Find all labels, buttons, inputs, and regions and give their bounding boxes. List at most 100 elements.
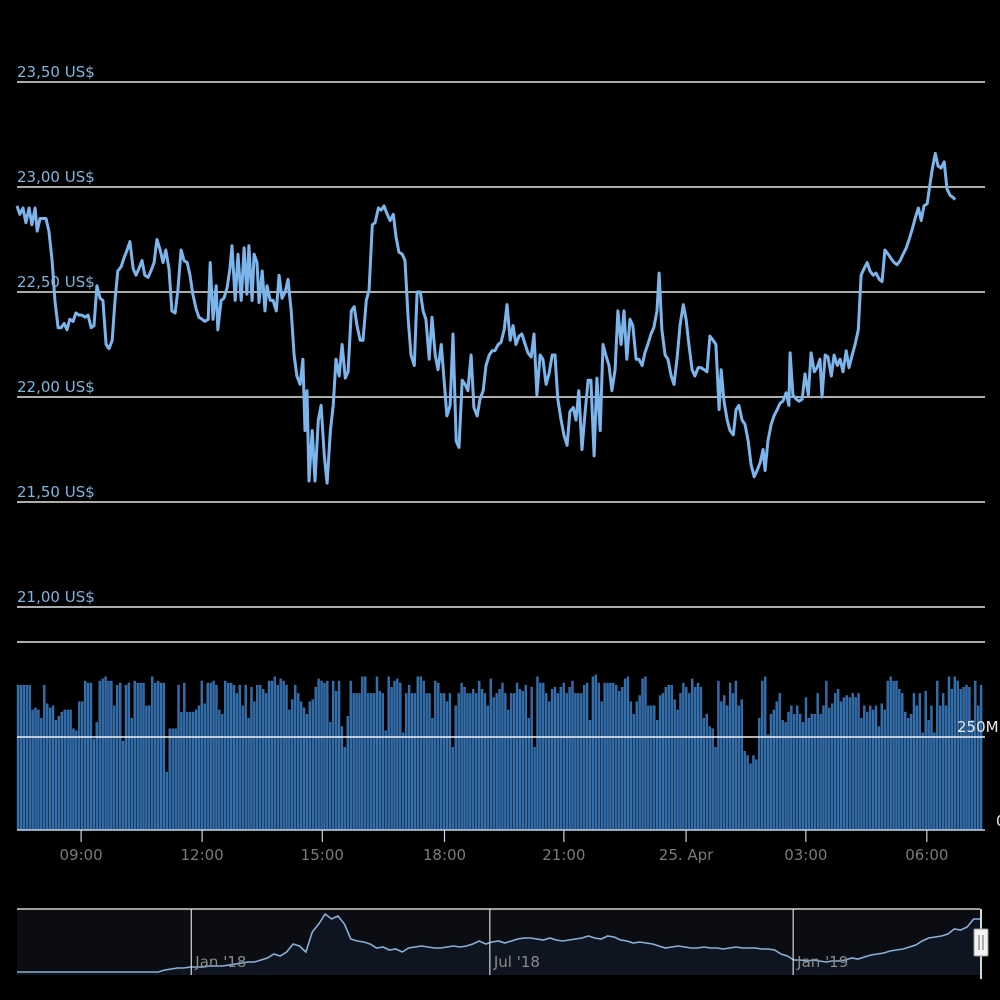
volume-bar[interactable] bbox=[381, 693, 384, 831]
volume-bar[interactable] bbox=[787, 711, 790, 831]
volume-bar[interactable] bbox=[235, 693, 239, 831]
volume-bar[interactable] bbox=[440, 693, 443, 831]
volume-bar[interactable] bbox=[279, 678, 282, 831]
volume-bar[interactable] bbox=[749, 763, 752, 831]
volume-bar[interactable] bbox=[512, 693, 516, 831]
volume-bar[interactable] bbox=[107, 680, 110, 831]
volume-bar[interactable] bbox=[883, 709, 886, 831]
volume-bar[interactable] bbox=[416, 676, 419, 831]
volume-bar[interactable] bbox=[369, 693, 373, 831]
volume-bar[interactable] bbox=[302, 707, 306, 831]
volume-bar[interactable] bbox=[311, 699, 314, 831]
volume-bar[interactable] bbox=[154, 682, 157, 831]
volume-bar[interactable] bbox=[442, 693, 446, 831]
volume-bar[interactable] bbox=[711, 728, 714, 831]
volume-bar[interactable] bbox=[419, 676, 422, 831]
volume-bar[interactable] bbox=[486, 705, 490, 831]
volume-bar[interactable] bbox=[378, 691, 382, 831]
volume-bar[interactable] bbox=[393, 680, 396, 831]
volume-bar[interactable] bbox=[329, 722, 332, 831]
volume-bar[interactable] bbox=[650, 705, 653, 831]
volume-bar[interactable] bbox=[755, 759, 758, 831]
volume-bar[interactable] bbox=[556, 693, 560, 831]
volume-bar[interactable] bbox=[510, 693, 513, 831]
volume-bar[interactable] bbox=[168, 728, 171, 831]
volume-bar[interactable] bbox=[880, 703, 884, 831]
volume-bar[interactable] bbox=[653, 705, 656, 831]
volume-bar[interactable] bbox=[606, 682, 609, 831]
volume-bar[interactable] bbox=[962, 687, 965, 831]
volume-bar[interactable] bbox=[244, 684, 247, 831]
volume-bar[interactable] bbox=[898, 689, 901, 831]
volume-bar[interactable] bbox=[110, 680, 113, 831]
volume-bar[interactable] bbox=[658, 695, 662, 831]
volume-bar[interactable] bbox=[798, 713, 802, 831]
volume-bar[interactable] bbox=[469, 693, 472, 831]
volume-bar[interactable] bbox=[75, 730, 78, 831]
volume-bar[interactable] bbox=[200, 680, 204, 831]
volume-bar[interactable] bbox=[171, 728, 174, 831]
volume-bar[interactable] bbox=[507, 709, 510, 831]
volume-bar[interactable] bbox=[130, 718, 133, 831]
volume-bar[interactable] bbox=[72, 728, 75, 831]
volume-bar[interactable] bbox=[124, 684, 128, 831]
volume-bar[interactable] bbox=[600, 701, 603, 831]
volume-bar[interactable] bbox=[743, 751, 746, 831]
volume-bar[interactable] bbox=[717, 680, 720, 831]
volume-bar[interactable] bbox=[367, 693, 370, 831]
volume-bar[interactable] bbox=[390, 687, 393, 831]
volume-bar[interactable] bbox=[191, 711, 195, 831]
volume-bar[interactable] bbox=[944, 705, 948, 831]
volume-bar[interactable] bbox=[451, 747, 455, 831]
volume-bar[interactable] bbox=[317, 678, 320, 831]
volume-bar[interactable] bbox=[763, 676, 767, 831]
volume-bar[interactable] bbox=[860, 718, 863, 831]
volume-bar[interactable] bbox=[372, 693, 376, 831]
volume-bar[interactable] bbox=[609, 682, 612, 831]
volume-bar[interactable] bbox=[813, 713, 816, 831]
volume-bar[interactable] bbox=[778, 693, 781, 831]
volume-bar[interactable] bbox=[959, 689, 962, 831]
volume-bar[interactable] bbox=[930, 705, 933, 831]
volume-bar[interactable] bbox=[437, 682, 440, 831]
volume-bar[interactable] bbox=[664, 687, 668, 831]
volume-bar[interactable] bbox=[83, 680, 87, 831]
volume-bar[interactable] bbox=[299, 701, 303, 831]
volume-bar[interactable] bbox=[60, 711, 63, 831]
volume-bar[interactable] bbox=[466, 693, 469, 831]
volume-bar[interactable] bbox=[323, 682, 326, 831]
volume-bar[interactable] bbox=[180, 711, 183, 831]
volume-bar[interactable] bbox=[842, 697, 846, 831]
volume-bar[interactable] bbox=[282, 680, 285, 831]
volume-bar[interactable] bbox=[863, 705, 866, 831]
volume-bar[interactable] bbox=[673, 699, 676, 831]
volume-bar[interactable] bbox=[387, 676, 390, 831]
volume-bar[interactable] bbox=[839, 701, 843, 831]
volume-bar[interactable] bbox=[539, 682, 542, 831]
volume-bar[interactable] bbox=[186, 711, 189, 831]
volume-bar[interactable] bbox=[396, 678, 399, 831]
volume-bar[interactable] bbox=[305, 713, 309, 831]
volume-bar[interactable] bbox=[209, 682, 212, 831]
volume-bar[interactable] bbox=[410, 693, 414, 831]
volume-bar[interactable] bbox=[816, 693, 819, 831]
volume-bar[interactable] bbox=[89, 682, 93, 831]
volume-bar[interactable] bbox=[580, 693, 583, 831]
volume-bar[interactable] bbox=[81, 701, 84, 831]
volume-bar[interactable] bbox=[183, 682, 186, 831]
volume-bar[interactable] bbox=[796, 705, 799, 831]
volume-bar[interactable] bbox=[772, 709, 776, 831]
volume-bar[interactable] bbox=[568, 687, 571, 831]
volume-bar[interactable] bbox=[404, 693, 408, 831]
volume-bar[interactable] bbox=[156, 680, 160, 831]
volume-bar[interactable] bbox=[620, 687, 624, 831]
volume-bar[interactable] bbox=[892, 680, 895, 831]
volume-bar[interactable] bbox=[212, 680, 215, 831]
volume-bar[interactable] bbox=[142, 682, 145, 831]
volume-bar[interactable] bbox=[334, 691, 338, 831]
volume-bar[interactable] bbox=[352, 693, 355, 831]
volume-bar[interactable] bbox=[189, 711, 192, 831]
volume-bar[interactable] bbox=[877, 726, 881, 831]
volume-bar[interactable] bbox=[165, 771, 169, 831]
volume-bar[interactable] bbox=[384, 730, 387, 831]
